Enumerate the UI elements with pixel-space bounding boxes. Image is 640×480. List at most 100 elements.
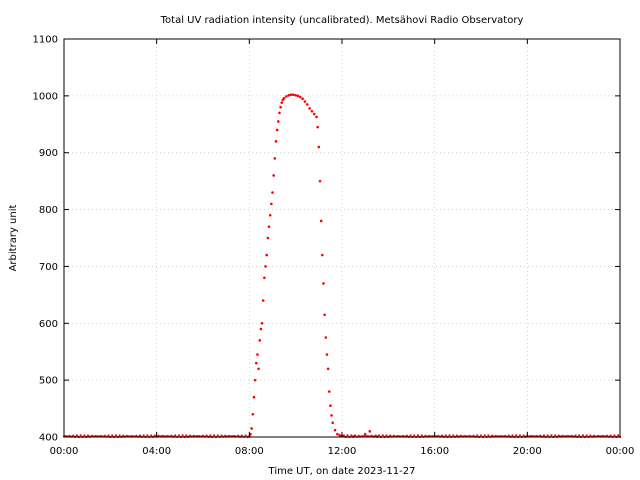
data-point	[265, 253, 269, 257]
data-point	[330, 414, 333, 417]
data-point	[476, 434, 479, 437]
data-point	[257, 367, 260, 371]
data-point	[405, 434, 408, 437]
data-point	[188, 434, 192, 437]
data-point	[448, 434, 451, 437]
data-point	[299, 95, 302, 99]
data-point	[374, 434, 377, 437]
data-point	[111, 434, 114, 437]
data-point	[292, 93, 295, 97]
data-point	[331, 421, 335, 425]
data-point	[90, 434, 93, 437]
data-point	[174, 434, 177, 437]
data-point	[170, 434, 173, 437]
data-point	[420, 434, 423, 437]
data-point	[318, 179, 322, 183]
data-point	[346, 434, 349, 437]
data-point	[285, 95, 288, 98]
grid-lines	[64, 39, 620, 437]
data-point	[317, 145, 321, 149]
data-point	[86, 434, 90, 437]
data-point	[325, 353, 329, 356]
data-point	[581, 434, 585, 437]
data-point	[258, 339, 262, 342]
data-point	[326, 367, 330, 371]
data-point	[237, 434, 240, 437]
data-point	[570, 434, 573, 437]
data-point	[561, 434, 564, 437]
y-tick-label: 700	[39, 262, 58, 273]
y-tick-label: 800	[39, 205, 58, 216]
data-point	[321, 253, 324, 257]
data-point	[273, 157, 277, 160]
data-point	[617, 434, 620, 437]
x-tick-label: 04:00	[142, 446, 171, 457]
data-point	[83, 434, 86, 437]
data-point	[329, 404, 332, 408]
data-point	[312, 112, 316, 116]
data-point	[305, 103, 309, 106]
data-point	[279, 105, 282, 109]
axis-ticks: 00:00 04:00 08:00 12:00 16:00 20:00 00:00 400 50…	[33, 35, 635, 458]
data-point	[114, 434, 117, 437]
data-point	[276, 120, 280, 123]
data-point	[522, 434, 525, 437]
data-point	[150, 434, 153, 437]
data-point	[263, 276, 266, 280]
y-tick-label: 900	[39, 148, 58, 159]
data-point	[515, 434, 518, 437]
data-point	[177, 434, 181, 437]
data-point	[249, 432, 252, 436]
data-point	[250, 427, 253, 430]
data-point	[511, 434, 514, 437]
data-point	[459, 434, 462, 437]
data-point	[542, 434, 546, 437]
data-point	[413, 434, 416, 437]
x-tick-label: 08:00	[235, 446, 264, 457]
data-point	[592, 434, 596, 437]
data-point	[507, 434, 510, 437]
data-point	[472, 434, 475, 437]
data-point	[220, 434, 223, 437]
data-point	[440, 434, 444, 437]
data-point	[316, 125, 319, 129]
data-point	[185, 434, 188, 437]
data-point	[267, 225, 271, 228]
y-tick-label: 1100	[33, 35, 58, 46]
data-point	[264, 265, 267, 268]
y-tick-label: 600	[39, 319, 58, 330]
data-point	[416, 434, 420, 437]
data-point	[103, 434, 106, 437]
data-point	[216, 434, 219, 437]
data-point	[142, 434, 145, 437]
data-point	[244, 434, 247, 437]
data-point	[181, 434, 184, 437]
data-point	[251, 412, 255, 416]
data-point	[301, 97, 304, 100]
data-point	[491, 434, 494, 437]
data-point	[135, 434, 138, 437]
chart-title: Total UV radiation intensity (uncalibrat…	[160, 15, 524, 26]
data-point	[452, 434, 455, 437]
data-point	[539, 434, 542, 437]
data-point	[322, 282, 325, 285]
data-point	[613, 434, 616, 437]
data-point	[224, 434, 227, 437]
data-point	[494, 434, 497, 437]
data-point	[79, 434, 82, 437]
data-point	[554, 434, 557, 437]
data-point	[353, 434, 357, 437]
data-point	[252, 395, 256, 399]
x-tick-label: 12:00	[328, 446, 357, 457]
data-point	[479, 434, 483, 437]
data-point	[389, 434, 392, 437]
data-point	[323, 313, 326, 317]
data-point	[310, 109, 314, 113]
data-point	[327, 390, 331, 393]
data-point	[402, 434, 405, 438]
data-point	[270, 202, 273, 206]
data-point	[428, 434, 431, 438]
x-tick-label: 00:00	[50, 446, 79, 457]
data-point	[289, 93, 293, 97]
